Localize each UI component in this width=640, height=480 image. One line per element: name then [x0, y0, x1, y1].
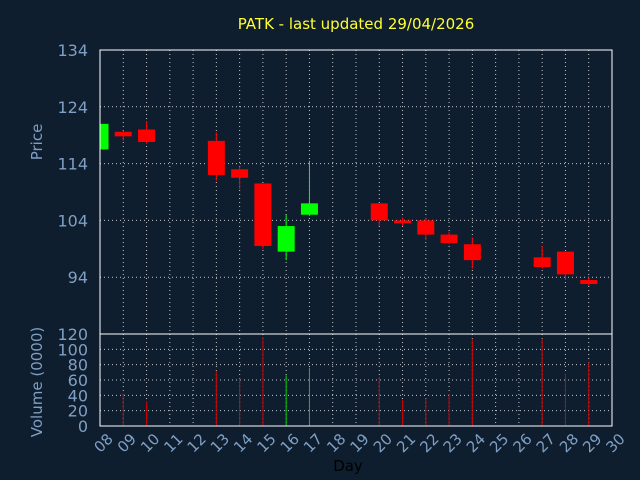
x-tick-label: 30	[603, 430, 629, 456]
candle-body	[440, 234, 458, 244]
candle-body	[231, 169, 249, 178]
volume-axis-label: Volume (0000)	[28, 327, 46, 437]
volume-tick-label: 80	[68, 356, 88, 375]
price-axis-label: Price	[28, 124, 46, 161]
volume-plot-frame	[99, 333, 613, 427]
price-tick-label: 124	[57, 98, 88, 117]
price-tick-label: 94	[68, 268, 88, 287]
candle-body	[417, 220, 435, 235]
x-axis-label: Day	[333, 457, 363, 475]
candle-body	[300, 203, 318, 215]
candle-body	[394, 220, 412, 224]
candle-body	[207, 140, 225, 175]
candle-body	[463, 244, 481, 261]
volume-tick-label: 120	[57, 325, 88, 344]
price-tick-label: 104	[57, 211, 88, 230]
volume-tick-label: 100	[57, 340, 88, 359]
volume-tick-label: 0	[78, 417, 88, 436]
candle-body	[254, 183, 272, 246]
candle-body	[533, 257, 551, 267]
volume-tick-label: 60	[68, 371, 88, 390]
price-tick-label: 114	[57, 155, 88, 174]
volume-tick-label: 40	[68, 386, 88, 405]
price-tick-label: 134	[57, 41, 88, 60]
price-plot-frame	[99, 49, 613, 335]
candle-body	[114, 131, 132, 137]
chart-title: PATK - last updated 29/04/2026	[237, 15, 475, 33]
candle-body	[100, 123, 109, 150]
volume-tick-label: 20	[68, 402, 88, 421]
candle-body	[556, 251, 574, 275]
candle-body	[277, 226, 295, 252]
candle-body	[138, 129, 156, 143]
candle-body	[580, 280, 598, 285]
candle-body	[370, 203, 388, 221]
